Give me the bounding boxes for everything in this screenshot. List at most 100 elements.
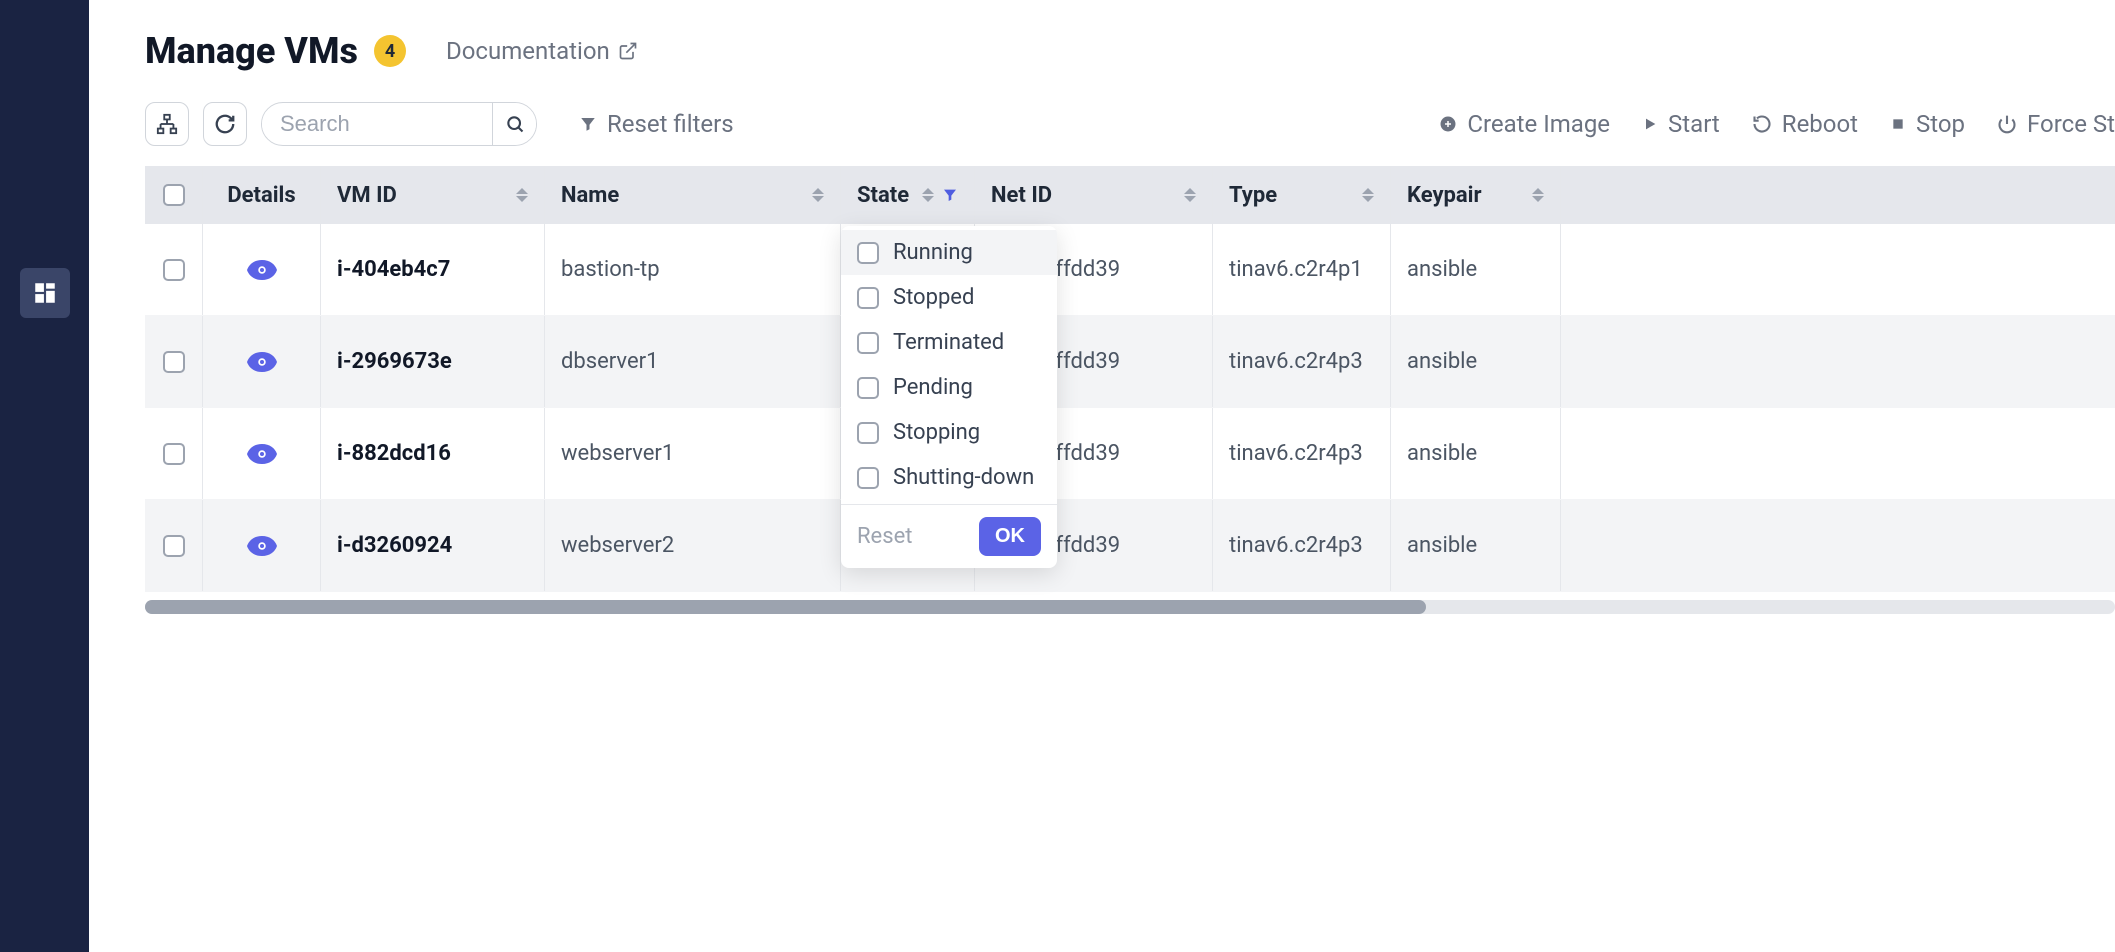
filter-option[interactable]: Pending — [841, 365, 1057, 410]
view-details-button[interactable] — [246, 536, 278, 556]
stop-icon — [1890, 116, 1906, 132]
external-link-icon — [618, 41, 638, 61]
sort-icon — [1362, 188, 1374, 202]
horizontal-scrollbar[interactable] — [145, 600, 2115, 614]
filter-option[interactable]: Running — [841, 230, 1057, 275]
refresh-button[interactable] — [203, 102, 247, 146]
row-checkbox-cell — [145, 408, 203, 499]
play-icon — [1642, 116, 1658, 132]
hierarchy-icon — [156, 113, 178, 135]
cell-name: webserver2 — [545, 500, 841, 591]
sort-icon — [1532, 188, 1544, 202]
force-stop-button[interactable]: Force St — [1997, 110, 2115, 138]
filter-option[interactable]: Terminated — [841, 320, 1057, 365]
create-image-button[interactable]: Create Image — [1439, 110, 1610, 138]
filter-option-checkbox[interactable] — [857, 287, 879, 309]
filter-option-checkbox[interactable] — [857, 242, 879, 264]
table-body: i-404eb4c7bastion-tpvpc-c8ffdd39tinav6.c… — [145, 224, 2115, 592]
sort-icon — [922, 188, 934, 202]
filter-option-label: Terminated — [893, 330, 1004, 355]
column-state[interactable]: State — [841, 166, 975, 224]
filter-option-label: Running — [893, 240, 973, 265]
toolbar: Reset filters Create Image Start — [145, 102, 2115, 146]
filter-reset-link[interactable]: Reset — [857, 524, 912, 549]
vm-actions: Create Image Start Reboot Stop — [1439, 110, 2115, 138]
filter-option-checkbox[interactable] — [857, 332, 879, 354]
filter-option[interactable]: Shutting-down — [841, 455, 1057, 500]
create-image-label: Create Image — [1467, 110, 1610, 138]
sidebar — [0, 0, 89, 952]
stop-label: Stop — [1916, 110, 1965, 138]
search-button[interactable] — [492, 102, 536, 146]
column-vmid[interactable]: VM ID — [321, 166, 545, 224]
documentation-link[interactable]: Documentation — [446, 37, 638, 65]
row-details-cell — [203, 224, 321, 315]
column-netid[interactable]: Net ID — [975, 166, 1213, 224]
column-keypair-label: Keypair — [1407, 183, 1482, 208]
column-type-label: Type — [1229, 183, 1277, 208]
cell-keypair: ansible — [1391, 500, 1561, 591]
dashboard-nav-button[interactable] — [20, 268, 70, 318]
column-vmid-label: VM ID — [337, 183, 397, 208]
filter-option-label: Pending — [893, 375, 973, 400]
table-row: i-2969673edbserver1vpc-c8ffdd39tinav6.c2… — [145, 316, 2115, 408]
cell-name: webserver1 — [545, 408, 841, 499]
cell-keypair: ansible — [1391, 224, 1561, 315]
row-checkbox[interactable] — [163, 443, 185, 465]
cell-name: bastion-tp — [545, 224, 841, 315]
filter-option[interactable]: Stopping — [841, 410, 1057, 455]
eye-icon — [247, 260, 277, 280]
vm-count-badge: 4 — [374, 35, 406, 67]
page-header: Manage VMs 4 Documentation — [145, 30, 2115, 72]
column-details: Details — [203, 166, 321, 224]
cell-type: tinav6.c2r4p1 — [1213, 224, 1391, 315]
sort-icon — [812, 188, 824, 202]
grid-icon — [32, 280, 58, 306]
sort-icon — [1184, 188, 1196, 202]
scrollbar-thumb[interactable] — [145, 600, 1426, 614]
view-details-button[interactable] — [246, 444, 278, 464]
column-netid-label: Net ID — [991, 183, 1052, 208]
search-input[interactable] — [262, 111, 492, 137]
row-checkbox[interactable] — [163, 259, 185, 281]
column-name[interactable]: Name — [545, 166, 841, 224]
row-checkbox[interactable] — [163, 351, 185, 373]
cell-vmid: i-d3260924 — [321, 500, 545, 591]
cell-vmid: i-404eb4c7 — [321, 224, 545, 315]
eye-icon — [247, 536, 277, 556]
start-button[interactable]: Start — [1642, 110, 1720, 138]
filter-active-icon — [942, 187, 958, 203]
reset-filters-button[interactable]: Reset filters — [579, 110, 734, 138]
filter-option-checkbox[interactable] — [857, 467, 879, 489]
eye-icon — [247, 352, 277, 372]
row-details-cell — [203, 316, 321, 407]
filter-option-checkbox[interactable] — [857, 377, 879, 399]
power-icon — [1997, 114, 2017, 134]
row-checkbox[interactable] — [163, 535, 185, 557]
column-type[interactable]: Type — [1213, 166, 1391, 224]
column-state-label: State — [857, 183, 909, 208]
filter-option-label: Stopped — [893, 285, 974, 310]
filter-footer: Reset OK — [841, 504, 1057, 568]
page-title: Manage VMs — [145, 30, 358, 72]
state-filter-popup: Running Stopped Terminated Pending StoppingS… — [841, 226, 1057, 568]
sort-icon — [516, 188, 528, 202]
filter-ok-button[interactable]: OK — [979, 517, 1041, 556]
select-all-checkbox[interactable] — [163, 184, 185, 206]
filter-option-checkbox[interactable] — [857, 422, 879, 444]
view-details-button[interactable] — [246, 260, 278, 280]
plus-circle-icon — [1439, 115, 1457, 133]
reboot-button[interactable]: Reboot — [1752, 110, 1858, 138]
funnel-icon — [579, 115, 597, 133]
force-stop-label: Force St — [2027, 110, 2115, 138]
search-icon — [505, 114, 525, 134]
hierarchy-button[interactable] — [145, 102, 189, 146]
cell-type: tinav6.c2r4p3 — [1213, 316, 1391, 407]
column-keypair[interactable]: Keypair — [1391, 166, 1561, 224]
stop-button[interactable]: Stop — [1890, 110, 1965, 138]
view-details-button[interactable] — [246, 352, 278, 372]
table-row: i-404eb4c7bastion-tpvpc-c8ffdd39tinav6.c… — [145, 224, 2115, 316]
filter-option[interactable]: Stopped — [841, 275, 1057, 320]
cell-vmid: i-882dcd16 — [321, 408, 545, 499]
reboot-icon — [1752, 114, 1772, 134]
